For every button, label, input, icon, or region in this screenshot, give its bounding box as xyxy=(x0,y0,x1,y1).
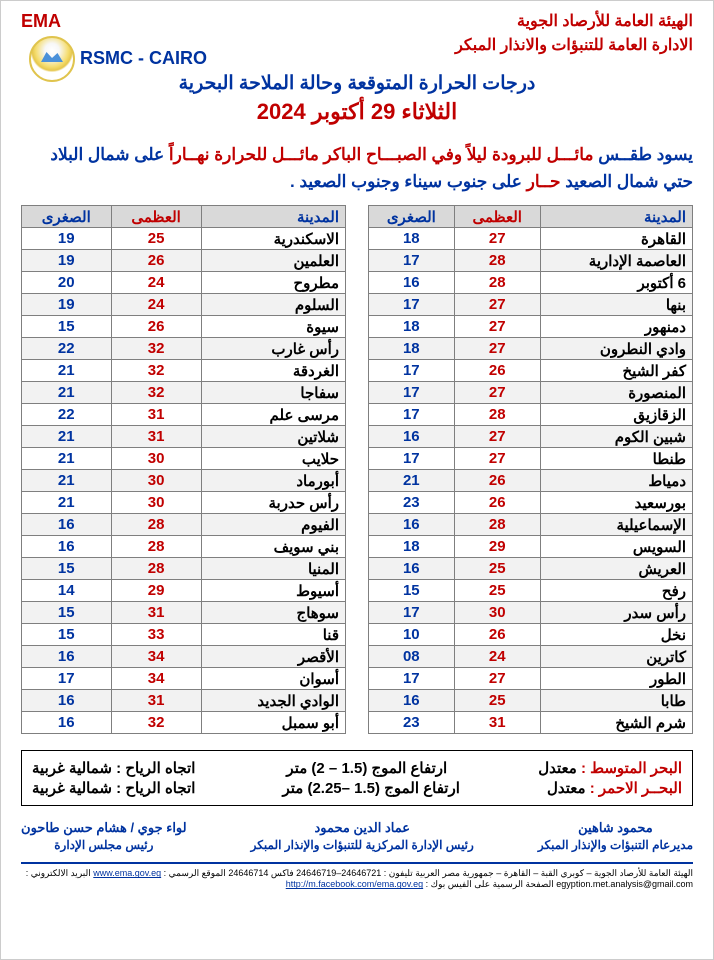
table-row: وادي النطرون2718 xyxy=(369,338,693,360)
doc-title: درجات الحرارة المتوقعة وحالة الملاحة الب… xyxy=(179,72,536,95)
signatures: محمود شاهين مديرعام التنبؤات والإنذار ال… xyxy=(21,820,693,852)
table-row: شلاتين3121 xyxy=(22,426,346,448)
signature-3: لواء جوي / هشام حسن طاحون رئيس مجلس الإد… xyxy=(21,820,187,852)
table-row: سفاجا3221 xyxy=(22,382,346,404)
table-row: طابا2516 xyxy=(369,690,693,712)
temperature-table-left: المدينة العظمى الصغرى الاسكندرية2519العل… xyxy=(21,205,346,734)
table-row: أبورماد3021 xyxy=(22,470,346,492)
ema-logo-icon xyxy=(29,36,75,82)
table-row: سيوة2615 xyxy=(22,316,346,338)
table-row: السلوم2419 xyxy=(22,294,346,316)
col-max: العظمى xyxy=(454,206,540,228)
header-right: الهيئة العامة للأرصاد الجوية الادارة الع… xyxy=(455,11,693,59)
signature-2: عماد الدين محمود رئيس الإدارة المركزية ل… xyxy=(251,820,474,852)
table-row: المنيا2815 xyxy=(22,558,346,580)
doc-date: الثلاثاء 29 أكتوبر 2024 xyxy=(21,99,693,125)
table-row: العريش2516 xyxy=(369,558,693,580)
table-row: الإسماعيلية2816 xyxy=(369,514,693,536)
table-row: الطور2717 xyxy=(369,668,693,690)
sea-state-box: البحر المتوسط : معتدل ارتفاع الموج (1.5 … xyxy=(21,750,693,806)
table-row: العاصمة الإدارية2817 xyxy=(369,250,693,272)
col-min: الصغرى xyxy=(369,206,455,228)
table-row: أبو سمبل3216 xyxy=(22,712,346,734)
table-row: سوهاج3115 xyxy=(22,602,346,624)
table-row: الزقازيق2817 xyxy=(369,404,693,426)
table-row: بورسعيد2623 xyxy=(369,492,693,514)
table-row: أسيوط2914 xyxy=(22,580,346,602)
footer: الهيئة العامة للأرصاد الجوية – كوبري الق… xyxy=(21,868,693,890)
table-row: الغردقة3221 xyxy=(22,360,346,382)
table-row: رفح2515 xyxy=(369,580,693,602)
table-row: القاهرة2718 xyxy=(369,228,693,250)
table-row: الوادي الجديد3116 xyxy=(22,690,346,712)
ema-label: EMA xyxy=(21,11,207,32)
table-row: العلمين2619 xyxy=(22,250,346,272)
table-row: شبين الكوم2716 xyxy=(369,426,693,448)
footer-rule xyxy=(21,862,693,864)
signature-1: محمود شاهين مديرعام التنبؤات والإنذار ال… xyxy=(538,820,693,852)
authority-line-2: الادارة العامة للتنبؤات والانذار المبكر xyxy=(455,35,693,55)
table-row: كاترين2408 xyxy=(369,646,693,668)
table-row: رأس غارب3222 xyxy=(22,338,346,360)
table-row: نخل2610 xyxy=(369,624,693,646)
table-row: 6 أكتوبر2816 xyxy=(369,272,693,294)
table-row: رأس سدر3017 xyxy=(369,602,693,624)
site-link[interactable]: www.ema.gov.eg xyxy=(93,868,161,878)
table-row: حلايب3021 xyxy=(22,448,346,470)
table-row: مرسى علم3122 xyxy=(22,404,346,426)
table-row: شرم الشيخ3123 xyxy=(369,712,693,734)
weather-summary: يسود طقــس مائـــل للبرودة ليلاً وفي الص… xyxy=(21,141,693,195)
temperature-table-right: المدينة العظمى الصغرى القاهرة2718العاصمة… xyxy=(368,205,693,734)
table-row: أسوان3417 xyxy=(22,668,346,690)
authority-line-1: الهيئة العامة للأرصاد الجوية xyxy=(455,11,693,31)
table-row: المنصورة2717 xyxy=(369,382,693,404)
table-row: بني سويف2816 xyxy=(22,536,346,558)
col-min: الصغرى xyxy=(22,206,112,228)
table-row: قنا3315 xyxy=(22,624,346,646)
table-row: الاسكندرية2519 xyxy=(22,228,346,250)
table-row: الأقصر3416 xyxy=(22,646,346,668)
table-row: السويس2918 xyxy=(369,536,693,558)
table-row: دمياط2621 xyxy=(369,470,693,492)
table-row: رأس حدربة3021 xyxy=(22,492,346,514)
col-max: العظمى xyxy=(111,206,201,228)
table-row: الفيوم2816 xyxy=(22,514,346,536)
col-city: المدينة xyxy=(201,206,345,228)
table-row: دمنهور2718 xyxy=(369,316,693,338)
table-row: بنها2717 xyxy=(369,294,693,316)
table-row: مطروح2420 xyxy=(22,272,346,294)
table-row: كفر الشيخ2617 xyxy=(369,360,693,382)
fb-link[interactable]: http://m.facebook.com/ema.gov.eg xyxy=(286,879,423,889)
col-city: المدينة xyxy=(540,206,692,228)
table-row: طنطا2717 xyxy=(369,448,693,470)
